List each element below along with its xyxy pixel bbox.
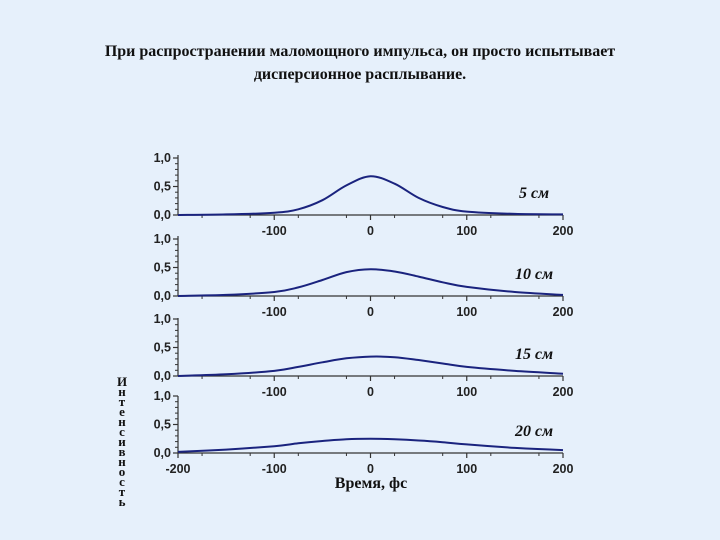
- panel-2-distance-label: 10 см: [515, 266, 553, 283]
- x-tick-label: 200: [553, 385, 574, 399]
- x-tick-label: 100: [456, 385, 477, 399]
- y-axis-label-char: ь: [119, 494, 126, 509]
- x-tick-label: 200: [553, 305, 574, 319]
- x-tick-label: 100: [456, 224, 477, 238]
- slide-title: При распространении маломощного импульса…: [0, 40, 720, 86]
- y-tick-label: 0,0: [154, 446, 171, 460]
- y-axis-label-char: т: [119, 394, 126, 409]
- y-axis-label-char: с: [119, 424, 125, 439]
- panel-1-distance-label: 5 см: [519, 185, 549, 202]
- panel-3-pulse-curve: [177, 355, 564, 377]
- panel-1-pulse-curve: [177, 175, 564, 216]
- x-tick-label: 100: [456, 462, 477, 476]
- y-axis-label-char: н: [118, 454, 126, 469]
- x-tick-label: -100: [262, 224, 287, 238]
- x-tick-label: 0: [367, 305, 374, 319]
- x-tick-label: 0: [367, 224, 374, 238]
- slide-title-line-2: дисперсионное расплывание.: [253, 66, 467, 83]
- y-axis-label-char: н: [118, 414, 126, 429]
- y-tick-label: 0,5: [154, 261, 171, 275]
- x-tick-label: -100: [262, 462, 287, 476]
- y-tick-label: 0,0: [154, 208, 171, 222]
- y-axis-label-char: о: [119, 464, 126, 479]
- y-tick-label: 1,0: [154, 232, 171, 246]
- x-tick-label: 0: [367, 462, 374, 476]
- y-tick-label: 0,5: [154, 418, 171, 432]
- y-axis-label-char: с: [119, 474, 125, 489]
- panel-4-pulse-curve: [177, 437, 564, 453]
- y-axis-label-char: е: [119, 404, 125, 419]
- y-tick-label: 0,5: [154, 180, 171, 194]
- x-tick-label: -200: [165, 462, 190, 476]
- panel-2-pulse-curve: [177, 268, 564, 297]
- y-axis-label-char: и: [118, 434, 126, 449]
- x-tick-label: 0: [367, 385, 374, 399]
- x-tick-label: 200: [553, 462, 574, 476]
- y-tick-label: 1,0: [154, 389, 171, 403]
- x-tick-label: -100: [262, 385, 287, 399]
- panel-4-distance-label: 20 см: [514, 423, 553, 440]
- x-tick-label: -100: [262, 305, 287, 319]
- y-axis-label-char: в: [118, 444, 125, 459]
- y-axis-label-char: И: [117, 374, 127, 389]
- x-tick-label: 100: [456, 305, 477, 319]
- y-tick-label: 0,0: [154, 289, 171, 303]
- y-tick-label: 0,5: [154, 341, 171, 355]
- x-axis-label: Время, фс: [335, 475, 407, 492]
- panel-3-distance-label: 15 см: [515, 346, 553, 363]
- y-axis-label-char: т: [119, 484, 126, 499]
- y-tick-label: 1,0: [154, 151, 171, 165]
- slide-title-line-1: При распространении маломощного импульса…: [104, 43, 616, 60]
- y-tick-label: 0,0: [154, 369, 171, 383]
- y-axis-label-char: н: [118, 384, 126, 399]
- y-tick-label: 1,0: [154, 312, 171, 326]
- x-tick-label: 200: [553, 224, 574, 238]
